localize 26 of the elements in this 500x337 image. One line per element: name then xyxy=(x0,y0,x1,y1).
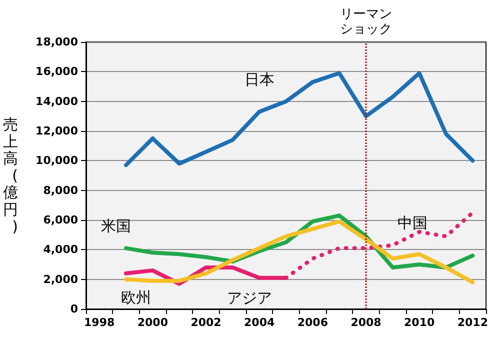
y-axis-title: 売上高(億円) xyxy=(3,116,18,236)
x-tick-label: 2008 xyxy=(350,316,382,329)
y-tick-label: 14,000 xyxy=(36,94,78,108)
series-label: 日本 xyxy=(244,70,274,89)
y-tick-label: 18,000 xyxy=(36,36,78,48)
series-label: アジア xyxy=(226,288,272,307)
series-label: 中国 xyxy=(398,214,428,232)
series-label: 米国 xyxy=(101,217,131,236)
x-tick-label: 2012 xyxy=(457,316,488,329)
x-tick-label: 2002 xyxy=(190,316,222,329)
x-tick-label: 2004 xyxy=(244,316,275,329)
x-tick-label: 2000 xyxy=(137,316,168,329)
y-tick-label: 12,000 xyxy=(36,124,78,138)
y-tick-label: 6,000 xyxy=(43,214,78,226)
ref-line-label: リーマンショック xyxy=(340,7,392,37)
line-series xyxy=(124,71,475,168)
y-tick-label: 10,000 xyxy=(36,154,78,168)
y-tick-label: 4,000 xyxy=(43,243,78,256)
y-tick-label: 0 xyxy=(70,302,78,316)
y-tick-label: 16,000 xyxy=(36,65,78,78)
y-tick-label: 8,000 xyxy=(43,184,78,197)
series-label: 欧州 xyxy=(121,288,151,306)
x-tick-label: 1998 xyxy=(84,316,115,329)
x-tick-label: 2010 xyxy=(404,316,435,329)
x-tick-label: 2006 xyxy=(297,316,328,329)
y-tick-label: 2,000 xyxy=(43,272,78,286)
